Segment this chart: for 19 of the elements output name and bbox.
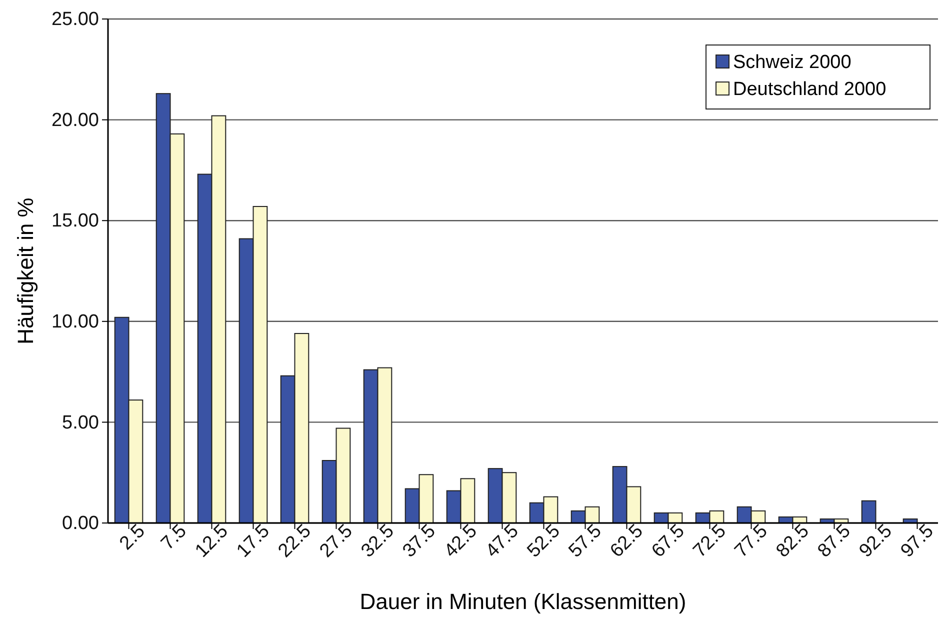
x-tick-label: 7.5 (157, 520, 191, 554)
y-tick-label: 0.00 (62, 513, 99, 534)
legend-label: Schweiz 2000 (733, 52, 852, 73)
y-tick-label: 20.00 (51, 110, 99, 131)
y-tick-label: 10.00 (51, 311, 99, 332)
y-axis-title: Häufigkeit in % (13, 198, 38, 344)
y-tick-label: 5.00 (62, 412, 99, 434)
x-tick-label: 47.5 (482, 520, 523, 562)
x-tick-label: 42.5 (440, 520, 482, 562)
y-tick-label: 15.00 (51, 210, 99, 232)
x-axis-title: Dauer in Minuten (Klassenmitten) (360, 589, 686, 614)
x-tick-label: 72.5 (689, 520, 730, 562)
x-tick-label: 77.5 (730, 520, 772, 562)
x-tick-label: 67.5 (648, 520, 689, 562)
x-tick-label: 62.5 (606, 520, 648, 562)
legend-label: Deutschland 2000 (733, 79, 886, 100)
x-tick-label: 2.5 (116, 520, 150, 554)
y-tick-label: 25.00 (51, 9, 99, 30)
bar (861, 500, 876, 524)
